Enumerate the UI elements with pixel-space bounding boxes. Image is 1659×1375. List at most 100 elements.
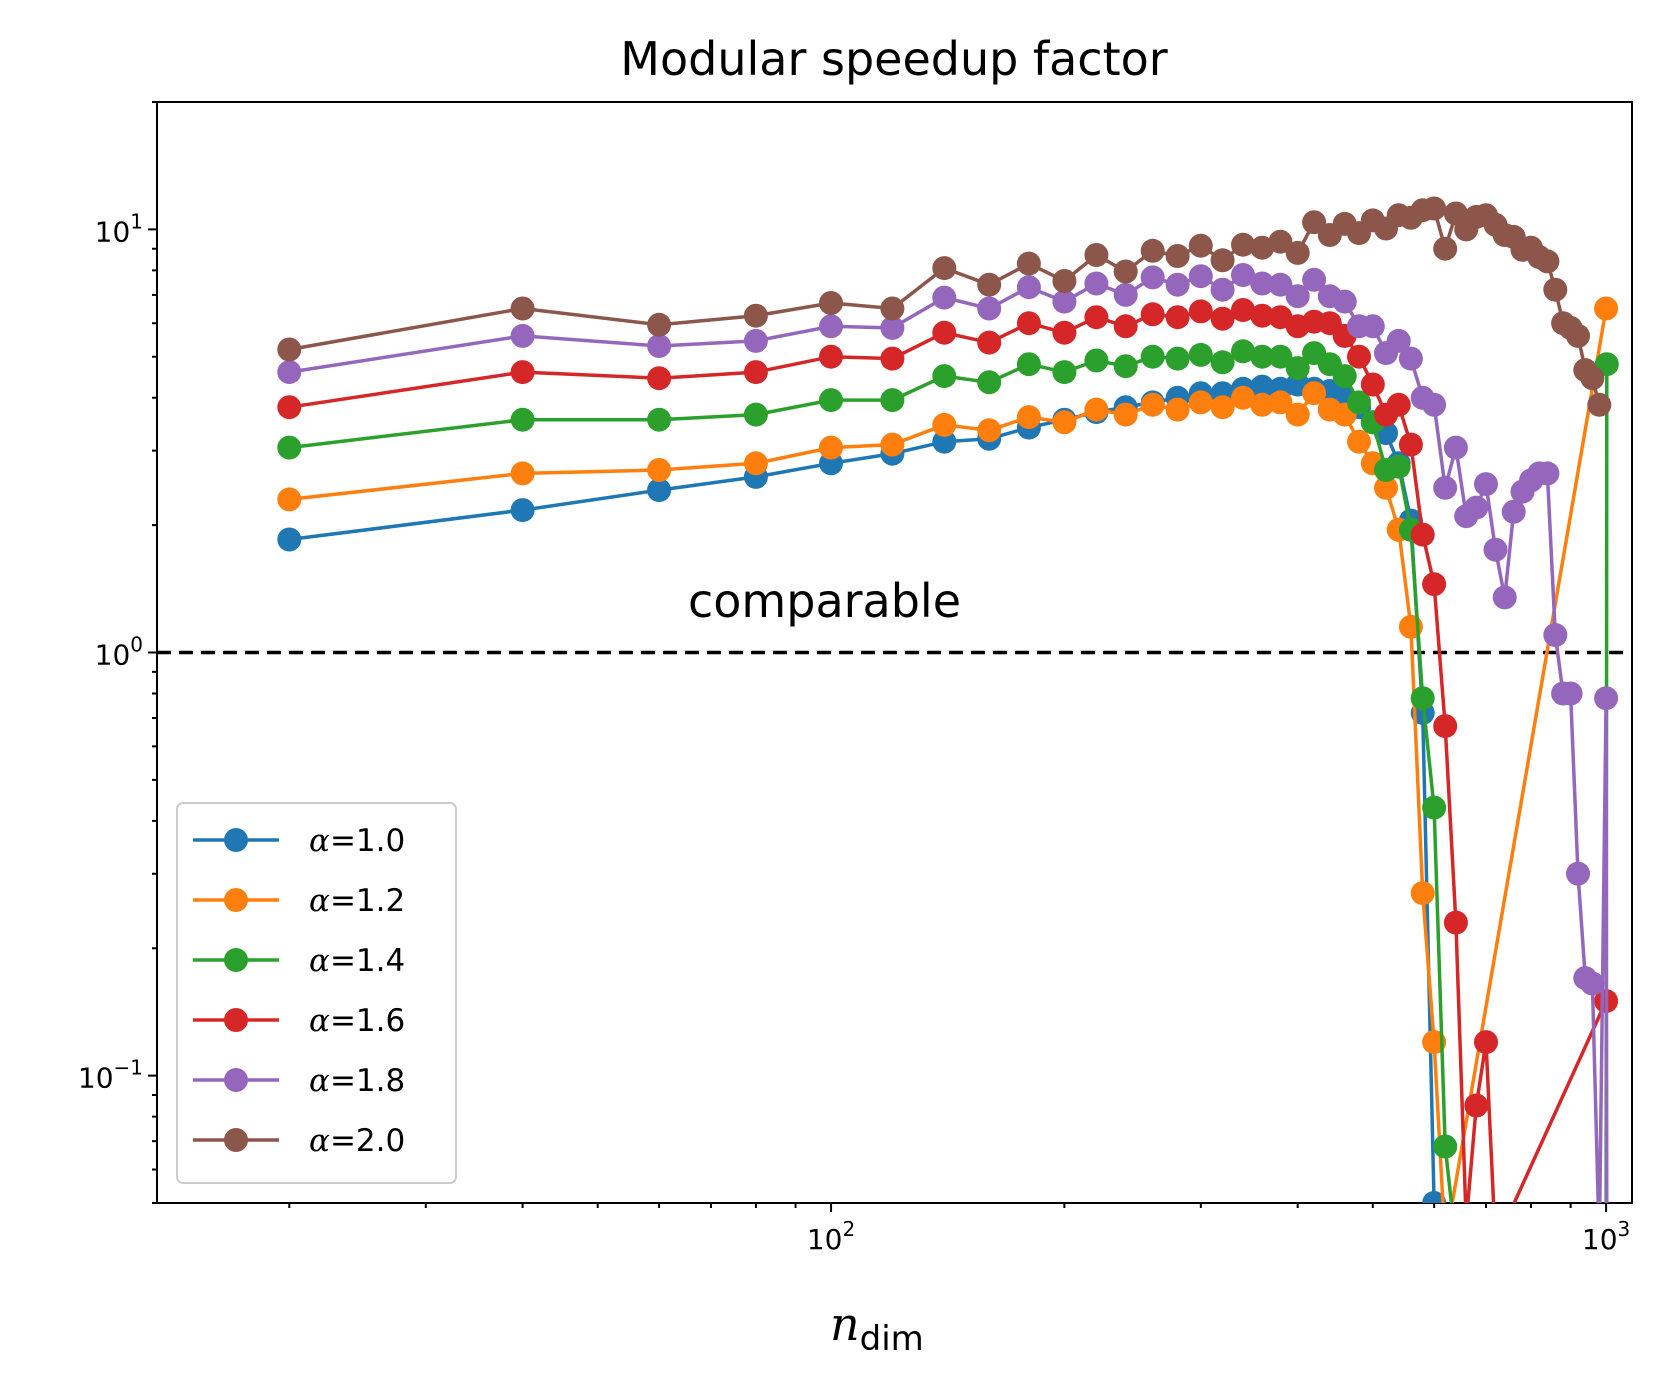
data-point — [1250, 374, 1275, 399]
data-point — [743, 402, 768, 427]
data-point — [1210, 306, 1235, 331]
x-tick-label-exp: 3 — [1618, 1217, 1631, 1241]
data-point — [1443, 435, 1468, 460]
data-point — [277, 337, 302, 362]
data-point — [1140, 392, 1165, 417]
data-point — [1231, 339, 1255, 364]
data-point — [1016, 275, 1041, 300]
data-point — [1566, 323, 1590, 348]
data-point — [1433, 714, 1458, 739]
annotation-comparable: comparable — [688, 574, 961, 628]
data-point — [1332, 289, 1357, 314]
data-point — [1084, 348, 1109, 373]
data-point — [1052, 269, 1077, 293]
series-line — [289, 349, 1609, 1203]
data-point — [1140, 344, 1165, 369]
data-point — [1165, 346, 1190, 371]
data-point — [1410, 686, 1435, 711]
data-point — [1113, 402, 1138, 427]
data-point — [647, 458, 672, 482]
data-point — [880, 432, 905, 457]
data-point — [1052, 320, 1077, 345]
legend-entry: α=1.4 — [193, 943, 405, 979]
data-point — [880, 388, 905, 413]
data-point — [1165, 244, 1190, 268]
data-point — [1231, 298, 1255, 322]
data-point — [1188, 299, 1213, 324]
series-line — [289, 382, 1436, 1203]
data-point — [1250, 303, 1275, 328]
data-point — [510, 407, 535, 432]
data-point — [1165, 272, 1190, 297]
data-point — [1140, 265, 1165, 290]
data-point — [1016, 311, 1041, 336]
data-point — [1543, 623, 1568, 647]
legend-symbol: α — [309, 943, 330, 979]
data-point — [932, 412, 957, 437]
series-4 — [277, 298, 1619, 1203]
data-point — [647, 312, 672, 337]
data-point — [1594, 296, 1619, 321]
data-point — [1422, 572, 1447, 597]
data-point — [1398, 432, 1423, 457]
data-point — [977, 272, 1002, 297]
data-point — [1433, 236, 1458, 261]
data-point — [1250, 235, 1275, 260]
data-point — [1360, 314, 1385, 339]
data-point — [647, 334, 672, 358]
legend: α=1.0α=1.2α=1.4α=1.6α=1.8α=2.0 — [176, 802, 457, 1184]
legend-label: α=1.2 — [309, 883, 405, 919]
data-point — [880, 346, 905, 371]
x-axis-label-main: n — [830, 1297, 860, 1351]
data-point — [1084, 305, 1109, 330]
legend-symbol: α — [309, 1063, 330, 1099]
data-point — [1422, 196, 1447, 221]
series-layer — [277, 196, 1619, 1203]
series-5 — [277, 263, 1619, 1203]
data-point — [1580, 366, 1605, 391]
data-point — [1492, 585, 1517, 610]
data-point — [647, 478, 672, 503]
legend-entry: α=1.6 — [193, 1003, 405, 1039]
data-point — [1016, 405, 1041, 430]
data-point — [1285, 356, 1310, 381]
data-point — [1165, 305, 1190, 330]
data-point — [819, 314, 843, 339]
chart-title: Modular speedup factor — [620, 32, 1167, 86]
data-point — [1386, 454, 1411, 479]
y-tick-label-base: 10 — [95, 639, 131, 672]
data-point — [932, 364, 957, 389]
data-point — [932, 320, 957, 345]
data-point — [1587, 392, 1612, 417]
data-point — [1210, 395, 1235, 420]
legend-label: α=1.6 — [309, 1003, 405, 1039]
data-point — [510, 461, 535, 486]
data-point — [1231, 263, 1255, 287]
legend-symbol: α — [309, 883, 330, 919]
data-point — [1210, 248, 1235, 273]
legend-marker — [224, 1068, 248, 1092]
data-point — [1165, 397, 1190, 422]
data-point — [1084, 397, 1109, 422]
data-point — [1398, 346, 1423, 371]
data-point — [1210, 350, 1235, 375]
x-axis-label-sub: dim — [860, 1319, 924, 1359]
data-point — [1188, 390, 1213, 415]
legend-entry: α=1.0 — [193, 823, 405, 859]
data-point — [743, 451, 768, 476]
data-point — [1188, 342, 1213, 367]
data-point — [510, 498, 535, 523]
data-point — [977, 296, 1002, 321]
legend-value: =1.0 — [330, 823, 405, 859]
data-point — [1483, 537, 1508, 562]
data-point — [1535, 249, 1560, 274]
data-point — [510, 296, 535, 321]
legend-value: =1.4 — [330, 943, 405, 979]
data-point — [977, 330, 1002, 355]
data-point — [1422, 392, 1447, 417]
legend-value: =1.8 — [330, 1063, 405, 1099]
data-point — [743, 328, 768, 353]
data-point — [1464, 495, 1489, 520]
data-point — [1016, 352, 1041, 377]
